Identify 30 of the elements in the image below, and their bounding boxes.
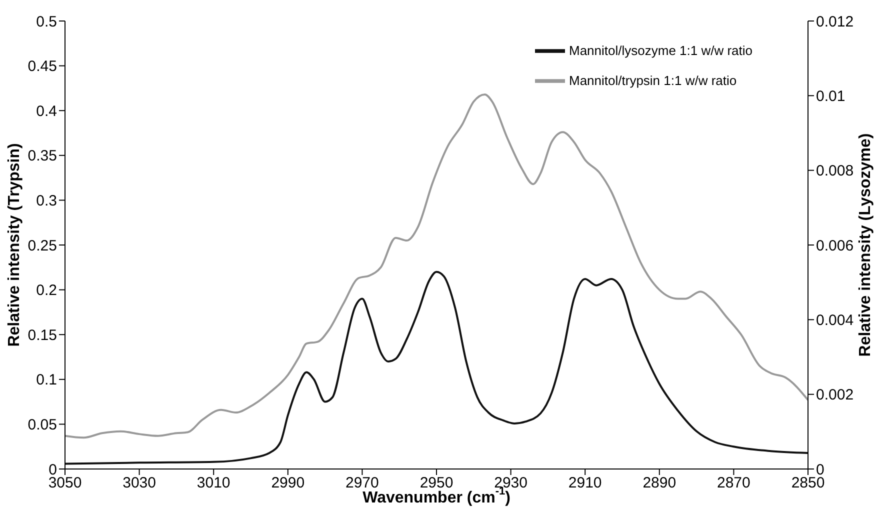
- y-tick-label: 0.45: [28, 58, 57, 76]
- x-tick-label: 3030: [122, 474, 156, 492]
- y2-tick-label: 0.008: [816, 162, 854, 180]
- legend-label: Mannitol/lysozyme 1:1 w/w ratio: [569, 42, 753, 58]
- y-tick-label: 0.35: [28, 148, 57, 165]
- y2-tick-label: 0.002: [816, 386, 854, 404]
- y-tick-label: 0.25: [28, 237, 57, 254]
- x-tick-label: 3010: [196, 474, 230, 492]
- y-tick-label: 0.05: [28, 416, 57, 434]
- y-axis-title: Relative intensity (Trypsin): [6, 143, 22, 347]
- y2-tick-label: 0.012: [816, 13, 854, 30]
- x-tick-label: 2950: [420, 474, 454, 492]
- y2-tick-label: 0.004: [816, 312, 854, 329]
- x-tick-label: 2970: [346, 474, 379, 492]
- x-tick-label: 2990: [271, 474, 305, 492]
- legend-label: Mannitol/trypsin 1:1 w/w ratio: [569, 72, 737, 88]
- y-tick-label: 0.2: [36, 282, 57, 300]
- y2-tick-label: 0.006: [816, 237, 854, 254]
- line-series: [65, 270, 808, 465]
- x-tick-label: 2910: [568, 474, 602, 492]
- y2-axis-title: Relative intensity (Lysozyme): [856, 133, 874, 357]
- y-tick-label: 0.1: [36, 372, 57, 389]
- x-tick-label: 2870: [717, 474, 750, 492]
- x-tick-label: 2890: [642, 474, 676, 492]
- y-tick-label: 0.4: [36, 102, 57, 120]
- line-series: [65, 93, 808, 439]
- y-tick-label: 0.3: [36, 192, 57, 210]
- y-tick-label: 0.5: [36, 13, 57, 30]
- y-tick-label: 0.15: [28, 326, 57, 344]
- y2-tick-label: 0.01: [816, 88, 846, 105]
